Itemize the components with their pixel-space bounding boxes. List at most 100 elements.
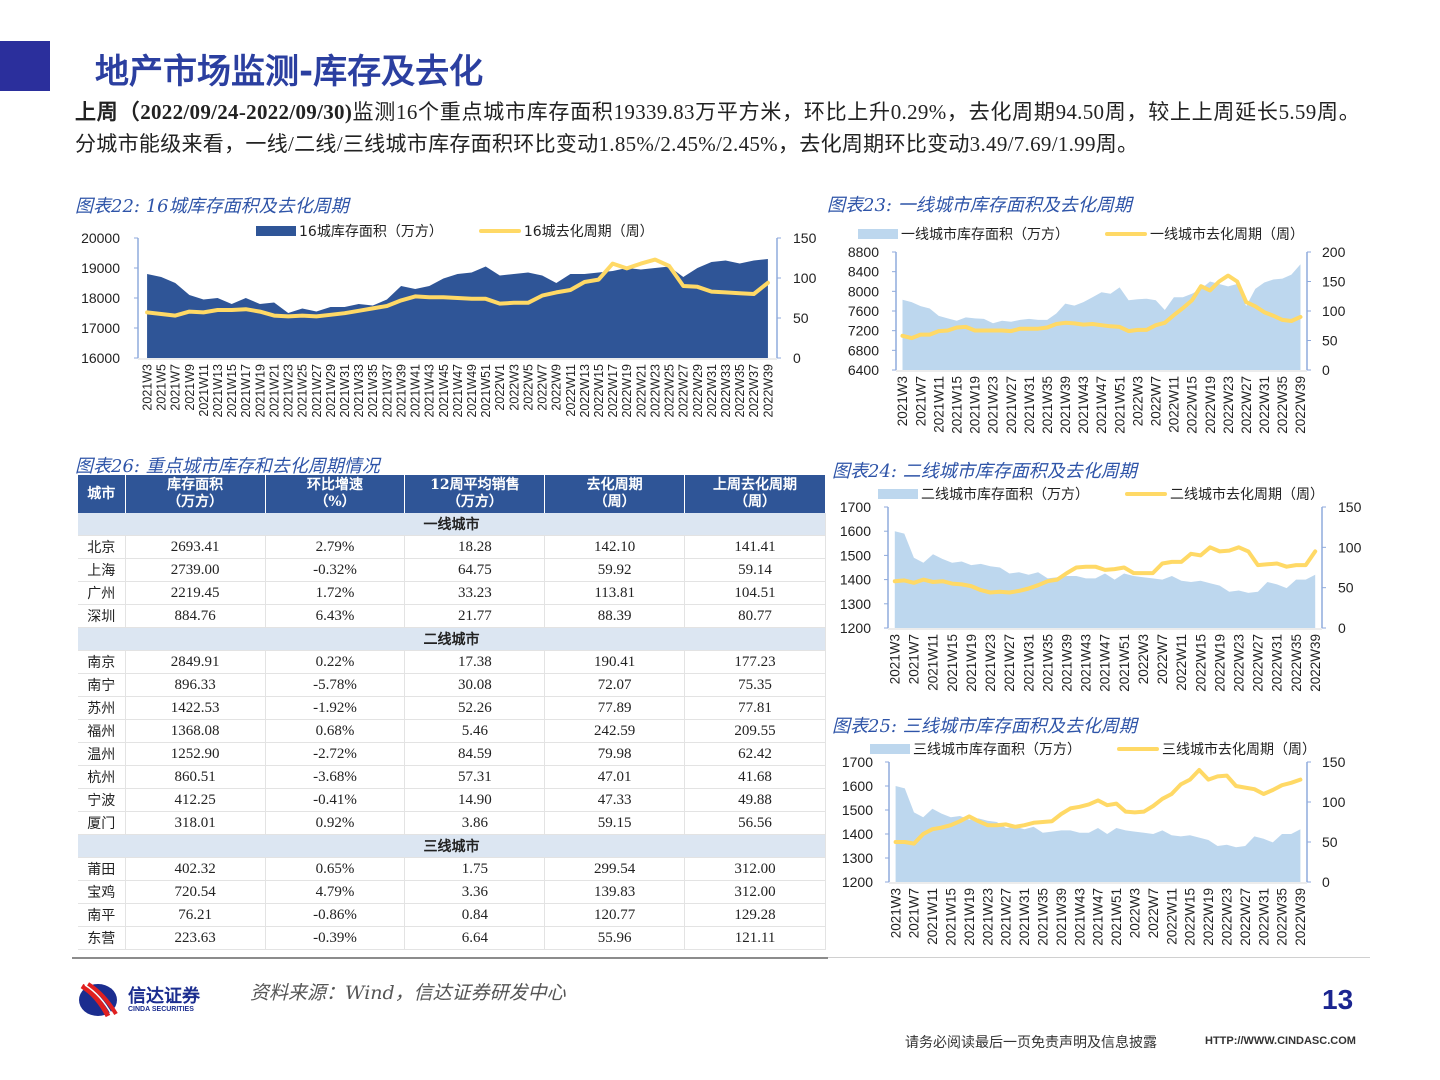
right-tick-label: 50 bbox=[1322, 834, 1338, 850]
table-cell: 223.63 bbox=[125, 926, 266, 950]
x-tick-label: 2021W19 bbox=[964, 634, 979, 692]
left-tick-label: 7600 bbox=[848, 303, 879, 319]
legend-area-label: 16城库存面积（万方） bbox=[299, 224, 443, 240]
x-tick-label: 2022W9 bbox=[550, 364, 564, 411]
chart24-title: 图表24: 二线城市库存面积及去化周期 bbox=[832, 461, 1137, 482]
x-tick-label: 2021W51 bbox=[1109, 888, 1124, 946]
x-tick-label: 2021W11 bbox=[926, 634, 941, 691]
x-tick-label: 2021W11 bbox=[931, 376, 946, 433]
legend-area-swatch bbox=[858, 229, 898, 239]
logo-text-en: CINDA SECURITIES bbox=[128, 1005, 194, 1013]
page-number: 13 bbox=[1322, 984, 1354, 1015]
table-cell: 59.92 bbox=[544, 558, 686, 582]
legend-line-label: 二线城市去化周期（周） bbox=[1170, 487, 1324, 503]
left-tick-label: 1500 bbox=[842, 802, 873, 818]
section-label: 三线城市 bbox=[78, 834, 826, 858]
x-tick-label: 2022W35 bbox=[1275, 376, 1290, 434]
x-tick-label: 2022W23 bbox=[1232, 634, 1247, 692]
table-cell: 0.65% bbox=[265, 857, 406, 881]
table-cell: 56.56 bbox=[684, 811, 826, 835]
column-header-label: 上周去化周期 bbox=[713, 477, 798, 493]
table-cell: 41.68 bbox=[684, 765, 826, 789]
x-tick-label: 2022W21 bbox=[634, 364, 648, 418]
x-tick-label: 2022W19 bbox=[1203, 376, 1218, 434]
table-cell: 190.41 bbox=[544, 650, 686, 674]
footer-divider bbox=[828, 957, 1370, 958]
right-tick-label: 150 bbox=[1322, 754, 1346, 770]
x-tick-label: 2021W21 bbox=[267, 364, 281, 418]
column-header-label: 城市 bbox=[87, 485, 116, 502]
x-tick-label: 2021W15 bbox=[225, 364, 239, 418]
x-tick-label: 2022W3 bbox=[1130, 376, 1145, 426]
table-cell: 14.90 bbox=[404, 788, 546, 812]
table-cell: 52.26 bbox=[404, 696, 546, 720]
x-tick-label: 2022W17 bbox=[606, 364, 620, 418]
table-cell: 59.15 bbox=[544, 811, 686, 835]
destocking-cycle-line bbox=[145, 257, 770, 319]
table-cell: 47.33 bbox=[544, 788, 686, 812]
x-tick-label: 2022W31 bbox=[1270, 634, 1285, 692]
table-cell: 0.92% bbox=[265, 811, 406, 835]
x-tick-label: 2021W27 bbox=[999, 888, 1014, 946]
x-tick-label: 2021W29 bbox=[324, 364, 338, 418]
table-cell: 1368.08 bbox=[125, 719, 266, 743]
summary-text: 监测16个重点城市库存面积19339.83万平方米，环比上升0.29%，去化周期… bbox=[75, 100, 1360, 156]
left-tick-label: 8000 bbox=[848, 283, 879, 299]
x-tick-label: 2022W35 bbox=[1289, 634, 1304, 692]
legend-area-label: 一线城市库存面积（万方） bbox=[901, 227, 1069, 243]
x-tick-label: 2021W3 bbox=[888, 634, 903, 684]
x-tick-label: 2022W15 bbox=[1183, 888, 1198, 946]
x-tick-label: 2022W19 bbox=[620, 364, 634, 418]
right-tick-label: 100 bbox=[1338, 539, 1362, 555]
right-tick-label: 50 bbox=[1338, 580, 1354, 596]
table-row: 莆田 402.32 0.65% 1.75 299.54 312.00 bbox=[78, 857, 826, 881]
x-tick-label: 2021W45 bbox=[437, 364, 451, 418]
table-row: 南宁 896.33 -5.78% 30.08 72.07 75.35 bbox=[78, 673, 826, 697]
table-row: 苏州 1422.53 -1.92% 52.26 77.89 77.81 bbox=[78, 696, 826, 720]
table-cell: 2.79% bbox=[265, 535, 406, 559]
cinda-logo-icon bbox=[79, 982, 118, 1018]
x-tick-label: 2021W31 bbox=[1022, 376, 1037, 434]
x-tick-label: 2022W7 bbox=[1146, 888, 1161, 938]
table-cell: 104.51 bbox=[684, 581, 826, 605]
legend-line-label: 16城去化周期（周） bbox=[523, 224, 654, 240]
left-tick-label: 16000 bbox=[81, 350, 120, 366]
right-tick-label: 200 bbox=[1322, 244, 1346, 260]
table-cell: 412.25 bbox=[125, 788, 266, 812]
x-tick-label: 2021W35 bbox=[1036, 888, 1051, 946]
table-cell: 5.46 bbox=[404, 719, 546, 743]
left-tick-label: 8800 bbox=[848, 244, 879, 260]
table-cell: 120.77 bbox=[544, 903, 686, 927]
x-tick-label: 2022W13 bbox=[578, 364, 592, 418]
summary-lead: 上周（2022/09/24-2022/09/30) bbox=[75, 100, 353, 124]
city-inventory-table: 城市 库存面积 （万方） 环比增速 （%） 12周平均销售 （万方） 去化周期 （周） 上周去化周… bbox=[78, 475, 826, 950]
column-header-unit: （周） bbox=[593, 494, 636, 510]
table-cell: 1252.90 bbox=[125, 742, 266, 766]
inventory-area bbox=[894, 531, 1316, 628]
table-cell: 77.81 bbox=[684, 696, 826, 720]
inventory-area bbox=[902, 264, 1301, 370]
table-cell: 79.98 bbox=[544, 742, 686, 766]
source-note: 资料来源：Wind，信达证券研发中心 bbox=[250, 982, 566, 1004]
chart23-legend: 一线城市库存面积（万方） 一线城市去化周期（周） bbox=[858, 224, 1304, 244]
column-header: 环比增速 （%） bbox=[265, 475, 406, 513]
table-cell: 129.28 bbox=[684, 903, 826, 927]
right-tick-label: 0 bbox=[793, 350, 801, 366]
x-tick-label: 2021W43 bbox=[1076, 376, 1091, 434]
left-tick-label: 1500 bbox=[840, 547, 871, 563]
x-tick-label: 2021W23 bbox=[980, 888, 995, 946]
table-cell: 318.01 bbox=[125, 811, 266, 835]
city-name-cell: 北京 bbox=[78, 535, 126, 559]
right-tick-label: 100 bbox=[1322, 303, 1346, 319]
x-tick-label: 2021W31 bbox=[1017, 888, 1032, 946]
destocking-cycle-line bbox=[892, 545, 1318, 595]
x-tick-label: 2021W37 bbox=[380, 364, 394, 418]
table-cell: 884.76 bbox=[125, 604, 266, 628]
table-cell: 896.33 bbox=[125, 673, 266, 697]
table-cell: 6.64 bbox=[404, 926, 546, 950]
table-cell: 84.59 bbox=[404, 742, 546, 766]
table-cell: 1422.53 bbox=[125, 696, 266, 720]
left-tick-label: 8400 bbox=[848, 264, 879, 280]
table-cell: 113.81 bbox=[544, 581, 686, 605]
website-link[interactable]: HTTP://WWW.CINDASC.COM bbox=[1205, 1035, 1356, 1047]
